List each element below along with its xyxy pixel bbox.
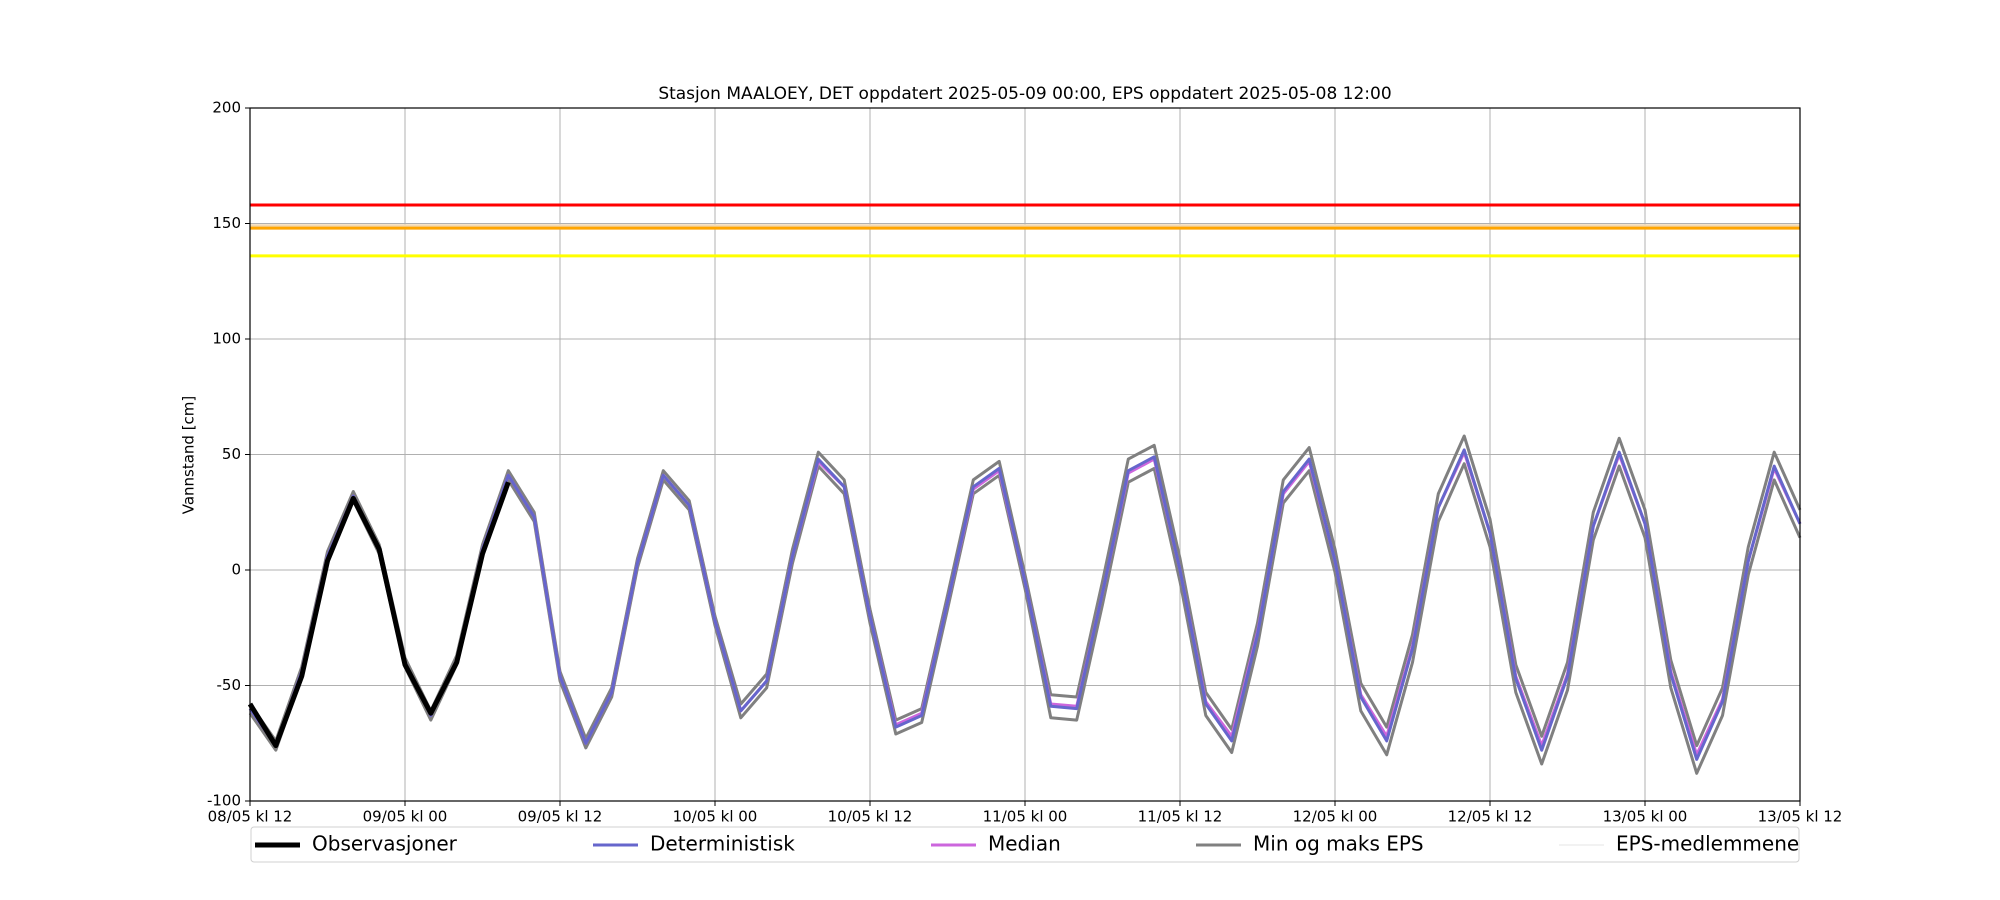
x-tick-label: 10/05 kl 12 — [828, 808, 913, 826]
y-tick-label: -100 — [207, 792, 241, 810]
legend-label: Observasjoner — [312, 832, 458, 856]
plot-frame — [249, 107, 1801, 802]
y-tick-label: 200 — [212, 99, 241, 117]
chart-title: Stasjon MAALOEY, DET oppdatert 2025-05-0… — [658, 84, 1391, 104]
series-line — [247, 481, 511, 749]
x-tick-label: 09/05 kl 00 — [363, 808, 448, 826]
x-tick-label: 13/05 kl 00 — [1603, 808, 1688, 826]
series-line — [248, 448, 1802, 761]
x-tick-label: 08/05 kl 12 — [208, 808, 293, 826]
y-tick-label: -50 — [217, 676, 242, 694]
y-tick-label: 50 — [222, 445, 241, 463]
x-tick-label: 12/05 kl 00 — [1293, 808, 1378, 826]
x-tick-label: 09/05 kl 12 — [518, 808, 603, 826]
plot-area — [247, 203, 1802, 775]
x-tick-label: 11/05 kl 00 — [983, 808, 1068, 826]
legend-items: Observasjoner Deterministisk Median Min og … — [255, 832, 1799, 856]
y-axis-label: Vannstand [cm] — [180, 396, 198, 515]
legend — [250, 826, 1800, 863]
y-tick-label: 0 — [231, 561, 241, 579]
series-line — [248, 434, 1802, 748]
y-tick-label: 150 — [212, 214, 241, 232]
y-tick-label: 100 — [212, 330, 241, 348]
legend-label: Deterministisk — [650, 832, 795, 856]
grid — [245, 107, 1801, 806]
legend-label: Min og maks EPS — [1253, 832, 1424, 856]
legend-label: Median — [988, 832, 1061, 856]
legend-label: EPS-medlemmene — [1616, 832, 1799, 856]
x-tick-label: 12/05 kl 12 — [1448, 808, 1533, 826]
x-tick-label: 11/05 kl 12 — [1138, 808, 1223, 826]
x-tick-label: 13/05 kl 12 — [1758, 808, 1843, 826]
x-tick-label: 10/05 kl 00 — [673, 808, 758, 826]
